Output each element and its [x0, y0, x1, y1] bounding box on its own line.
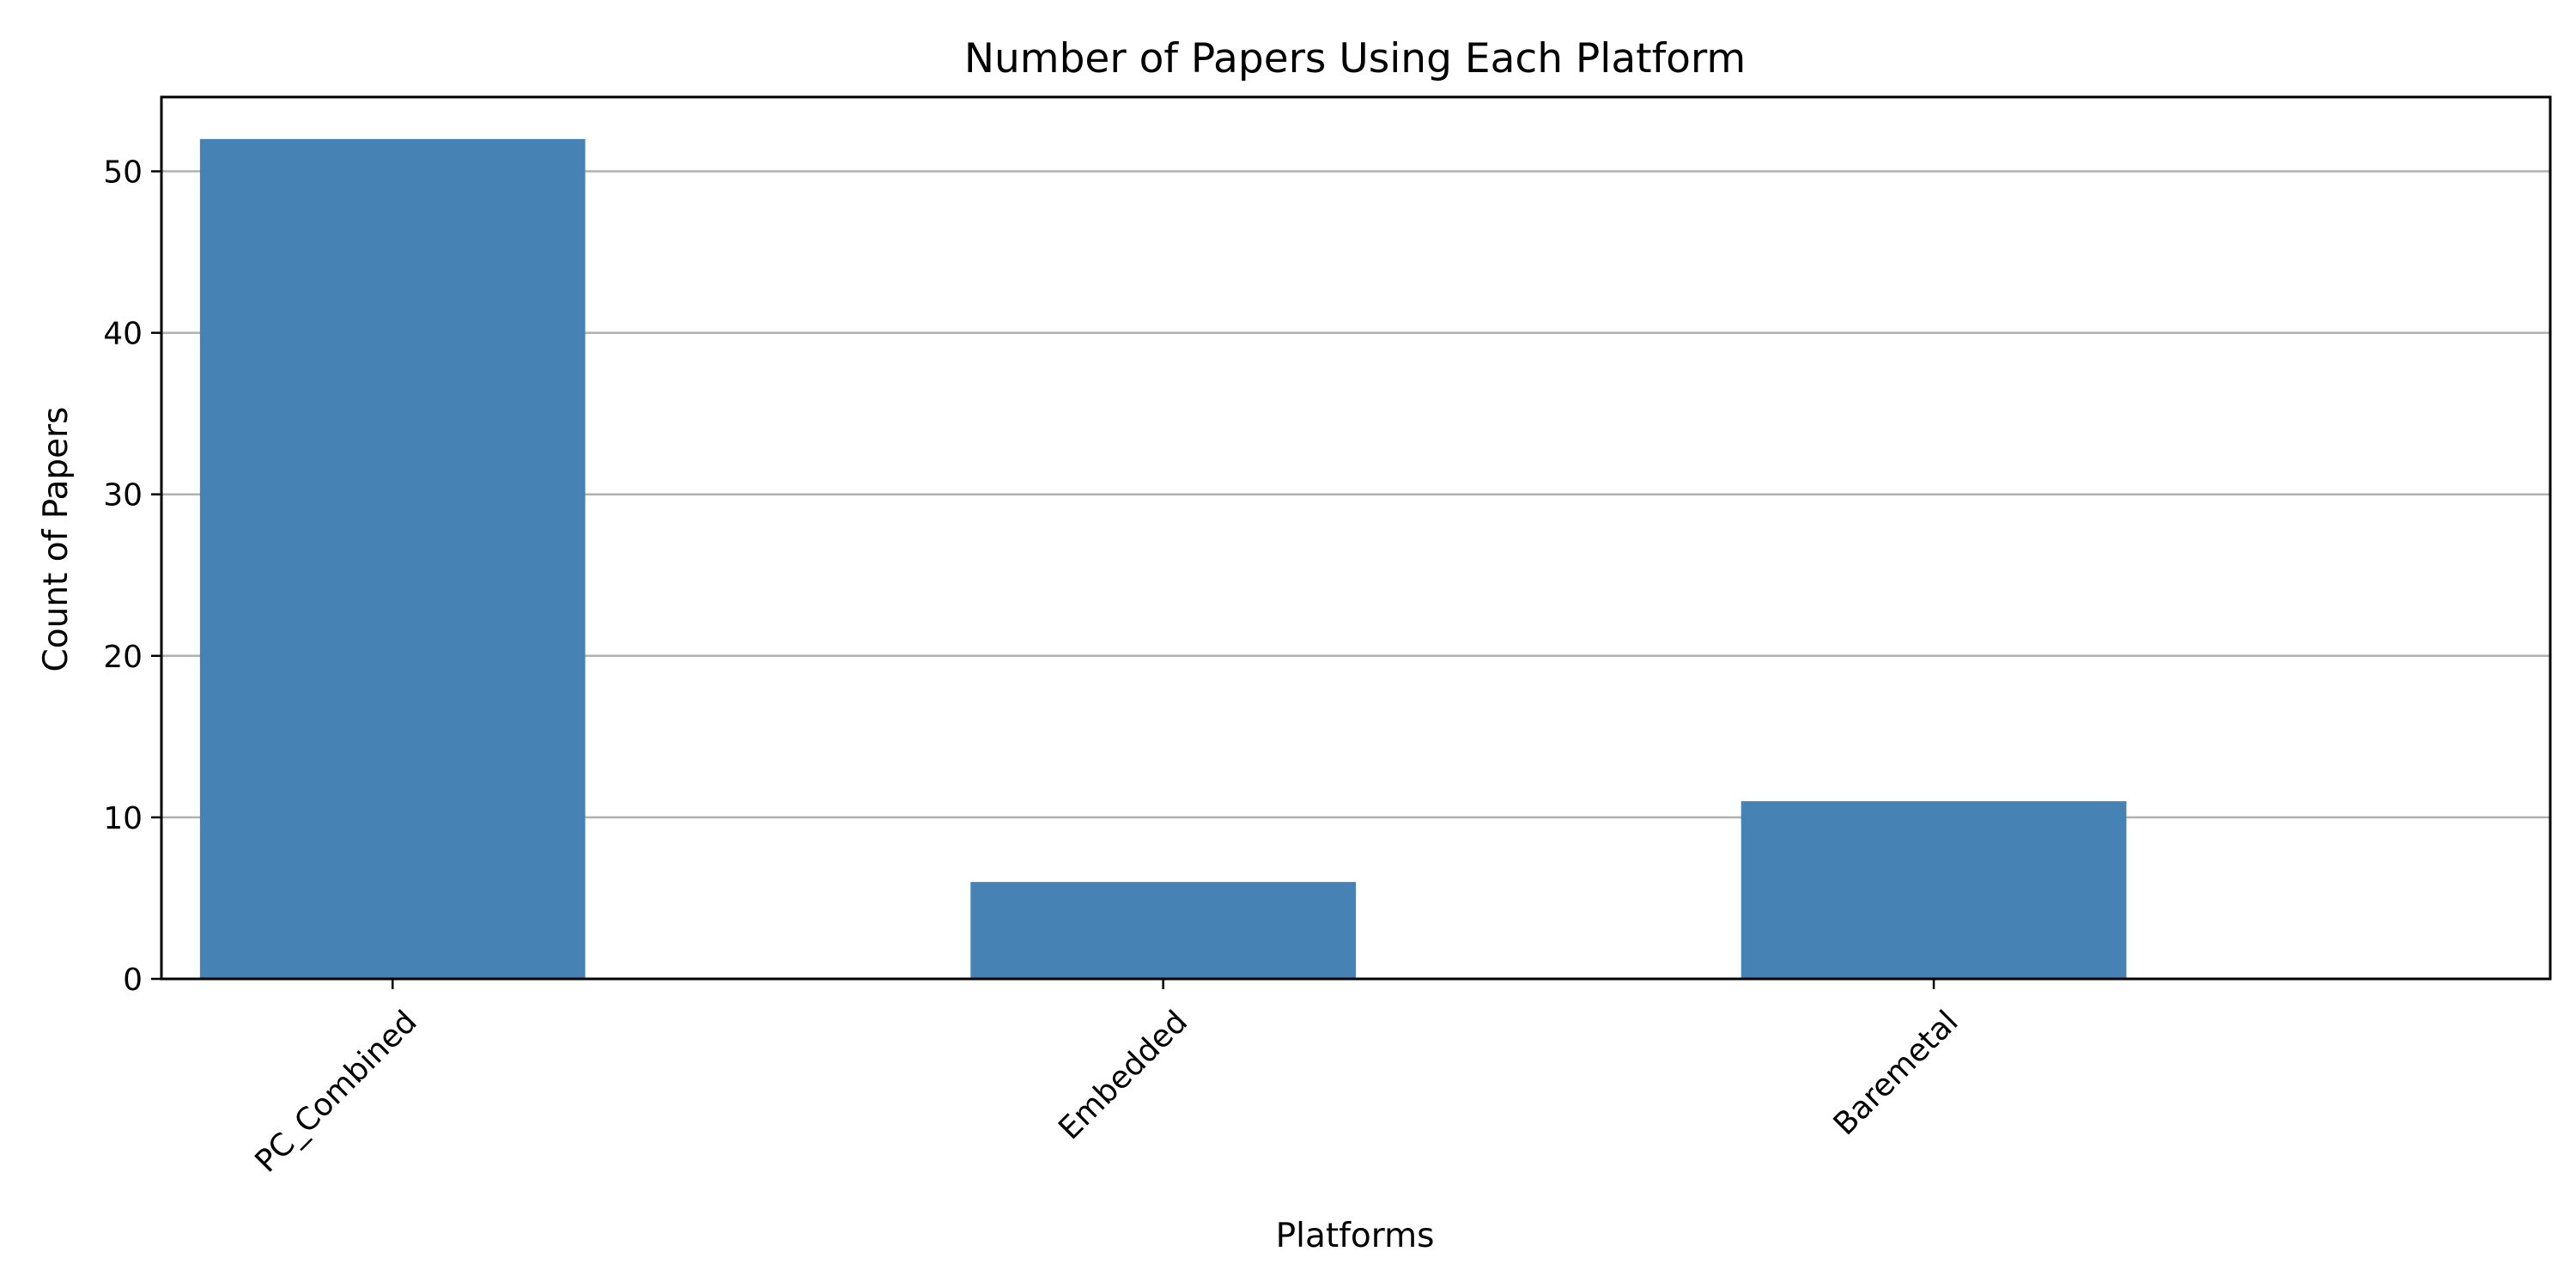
bar [1741, 801, 2127, 979]
y-tick-label: 0 [123, 963, 143, 998]
y-tick-label: 10 [103, 801, 143, 836]
y-tick-label: 20 [103, 640, 143, 675]
y-axis-label: Count of Papers [37, 407, 76, 672]
x-axis-label: Platforms [1276, 1217, 1435, 1255]
y-tick-label: 40 [103, 317, 143, 352]
y-tick-label: 50 [103, 155, 143, 191]
bar [970, 882, 1356, 979]
bar [199, 138, 586, 979]
y-tick-label: 30 [103, 478, 143, 513]
y-axis: 0 10 20 30 40 50 [103, 155, 161, 998]
chart-title: Number of Papers Using Each Platform [964, 35, 1746, 82]
plot-frame [160, 95, 2552, 981]
bars [199, 138, 2127, 979]
